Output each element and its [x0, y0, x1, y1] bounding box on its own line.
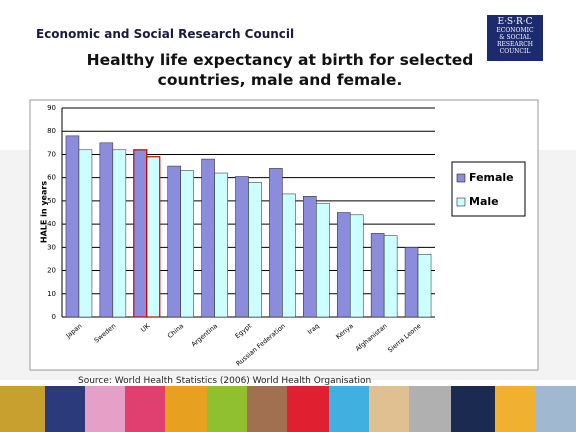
bar [146, 156, 161, 318]
y-axis-label: HALE in years [40, 181, 49, 243]
logo: E·S·R·C ECONOMIC & SOCIAL RESEARCH COUNCIL [487, 15, 543, 61]
legend-box [451, 161, 526, 217]
legend-swatch [456, 197, 466, 207]
bar [404, 247, 419, 318]
y-tick-label: 30 [47, 243, 56, 251]
bar [282, 193, 296, 318]
bar [417, 254, 432, 318]
y-tick-label: 80 [47, 127, 56, 135]
chart-title: Healthy life expectancy at birth for sel… [86, 51, 474, 89]
source: Source: World Health Statistics (2006) W… [78, 376, 372, 386]
y-tick-label: 20 [47, 267, 56, 275]
bar [201, 158, 215, 318]
logo-text: ECONOMIC [496, 27, 534, 34]
y-tick-label: 70 [47, 150, 56, 158]
bar [370, 233, 385, 318]
logo-text: E·S·R·C [497, 17, 533, 27]
bar [133, 149, 148, 318]
bar [316, 202, 330, 318]
bar [78, 149, 93, 318]
bar [303, 195, 317, 318]
legend-label: Female [469, 171, 514, 184]
bar [99, 142, 114, 318]
bar [336, 212, 351, 318]
photo-strip [0, 386, 576, 432]
logo-text: & SOCIAL [499, 34, 531, 41]
bar [112, 149, 127, 318]
org-name: Economic and Social Research Council [36, 27, 295, 41]
bar [167, 165, 181, 318]
bar [214, 172, 228, 318]
y-tick-label: 10 [47, 290, 56, 298]
bar [269, 168, 283, 318]
bar [180, 170, 194, 318]
y-tick-label: 60 [47, 174, 56, 182]
bar [248, 182, 262, 318]
y-tick-label: 0 [52, 313, 56, 321]
y-tick-label: 50 [47, 197, 56, 205]
bar [349, 214, 364, 318]
bar [65, 135, 80, 318]
y-tick-label: 90 [47, 104, 56, 112]
bar [383, 235, 398, 318]
logo-text: COUNCIL [499, 48, 531, 55]
y-tick-label: 40 [47, 220, 56, 228]
logo-text: RESEARCH [496, 41, 534, 48]
legend-swatch [456, 173, 466, 183]
bar [235, 176, 249, 318]
legend-label: Male [469, 195, 499, 208]
